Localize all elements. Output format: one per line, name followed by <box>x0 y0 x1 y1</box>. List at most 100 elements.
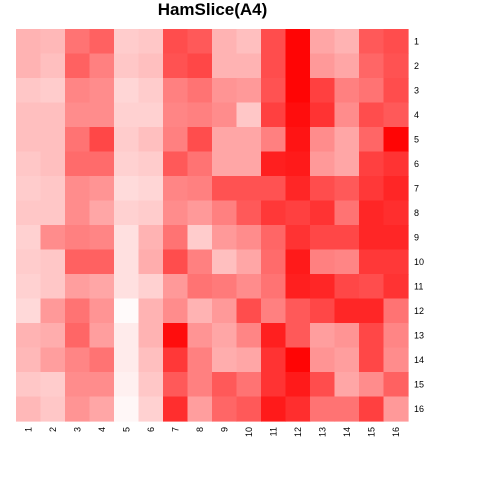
heatmap-cell <box>334 200 360 226</box>
chart-title: HamSlice(A4) <box>157 0 268 19</box>
heatmap-cell <box>16 396 42 422</box>
heatmap-cell <box>40 225 66 251</box>
heatmap-cell <box>383 29 409 55</box>
x-axis-labels: 1 2 3 4 5 6 7 8 9 10 11 12 13 14 15 16 <box>23 427 401 437</box>
heatmap-cell <box>187 102 213 128</box>
heatmap-cell <box>65 176 91 202</box>
heatmap-cell <box>310 372 336 398</box>
heatmap-cell <box>65 298 91 324</box>
heatmap-cell <box>261 274 287 300</box>
y-tick-label: 12 <box>414 306 424 316</box>
heatmap-cell <box>261 372 287 398</box>
heatmap-cell <box>212 298 238 324</box>
x-tick-label: 9 <box>219 427 229 432</box>
heatmap-cell <box>16 274 42 300</box>
heatmap-cell <box>359 298 385 324</box>
heatmap-cell <box>212 396 238 422</box>
heatmap-cell <box>212 323 238 349</box>
y-tick-label: 16 <box>414 404 424 414</box>
heatmap-cell <box>65 29 91 55</box>
x-tick-label: 8 <box>195 427 205 432</box>
heatmap-cell <box>359 225 385 251</box>
heatmap-cell <box>65 225 91 251</box>
heatmap-cell <box>236 151 262 177</box>
heatmap-cell <box>163 53 189 79</box>
heatmap-cell <box>261 396 287 422</box>
heatmap-cell <box>236 102 262 128</box>
heatmap-cell <box>359 396 385 422</box>
heatmap-cell <box>16 127 42 153</box>
heatmap-cell <box>383 298 409 324</box>
y-tick-label: 2 <box>414 61 419 71</box>
heatmap-cell <box>65 274 91 300</box>
heatmap-cell <box>89 347 115 373</box>
heatmap-cell <box>359 323 385 349</box>
y-tick-label: 7 <box>414 183 419 193</box>
heatmap-cell <box>16 372 42 398</box>
heatmap-cell <box>334 372 360 398</box>
heatmap-cell <box>89 176 115 202</box>
heatmap-cell <box>138 78 164 104</box>
heatmap-cell <box>236 372 262 398</box>
heatmap-cell <box>334 29 360 55</box>
y-tick-label: 15 <box>414 379 424 389</box>
heatmap-cell <box>40 29 66 55</box>
heatmap-cell <box>261 176 287 202</box>
heatmap-cell <box>16 347 42 373</box>
heatmap-cell <box>65 249 91 275</box>
heatmap-cell <box>89 127 115 153</box>
heatmap-cell <box>163 372 189 398</box>
x-tick-label: 4 <box>97 427 107 432</box>
heatmap-cell <box>40 176 66 202</box>
heatmap-cell <box>212 78 238 104</box>
heatmap-cell <box>40 78 66 104</box>
heatmap-cell <box>334 396 360 422</box>
heatmap-cell <box>383 127 409 153</box>
heatmap-cell <box>261 151 287 177</box>
heatmap-cell <box>285 102 311 128</box>
heatmap-cell <box>334 127 360 153</box>
heatmap-cell <box>212 102 238 128</box>
heatmap-cell <box>236 249 262 275</box>
heatmap-cell <box>212 372 238 398</box>
heatmap-cell <box>334 249 360 275</box>
heatmap-cell <box>285 274 311 300</box>
x-tick-label: 5 <box>121 427 131 432</box>
heatmap-cell <box>334 323 360 349</box>
heatmap-cell <box>138 151 164 177</box>
heatmap-cell <box>285 200 311 226</box>
x-tick-label: 15 <box>366 427 376 437</box>
heatmap-cell <box>138 249 164 275</box>
heatmap-cell <box>138 274 164 300</box>
y-tick-label: 3 <box>414 85 419 95</box>
heatmap-cell <box>383 323 409 349</box>
heatmap-cell <box>236 78 262 104</box>
heatmap-cell <box>163 249 189 275</box>
heatmap-cell <box>212 274 238 300</box>
heatmap-cell <box>187 200 213 226</box>
heatmap-cell <box>89 396 115 422</box>
heatmap-cell <box>261 249 287 275</box>
heatmap-cell <box>138 372 164 398</box>
heatmap-cell <box>65 127 91 153</box>
heatmap-cell <box>212 249 238 275</box>
heatmap-cell <box>261 78 287 104</box>
heatmap-cell <box>310 249 336 275</box>
heatmap-cell <box>138 176 164 202</box>
heatmap-cell <box>359 200 385 226</box>
y-tick-label: 5 <box>414 134 419 144</box>
heatmap-cell <box>89 102 115 128</box>
heatmap-cell <box>89 29 115 55</box>
heatmap-cell <box>138 127 164 153</box>
heatmap-cell <box>114 396 140 422</box>
heatmap-cell <box>40 372 66 398</box>
heatmap-cell <box>334 347 360 373</box>
heatmap-cell <box>285 396 311 422</box>
heatmap-cell <box>187 396 213 422</box>
y-tick-label: 8 <box>414 208 419 218</box>
heatmap-cell <box>138 323 164 349</box>
heatmap-cell <box>40 53 66 79</box>
heatmap-cell <box>163 200 189 226</box>
x-tick-label: 10 <box>244 427 254 437</box>
heatmap-cell <box>187 127 213 153</box>
